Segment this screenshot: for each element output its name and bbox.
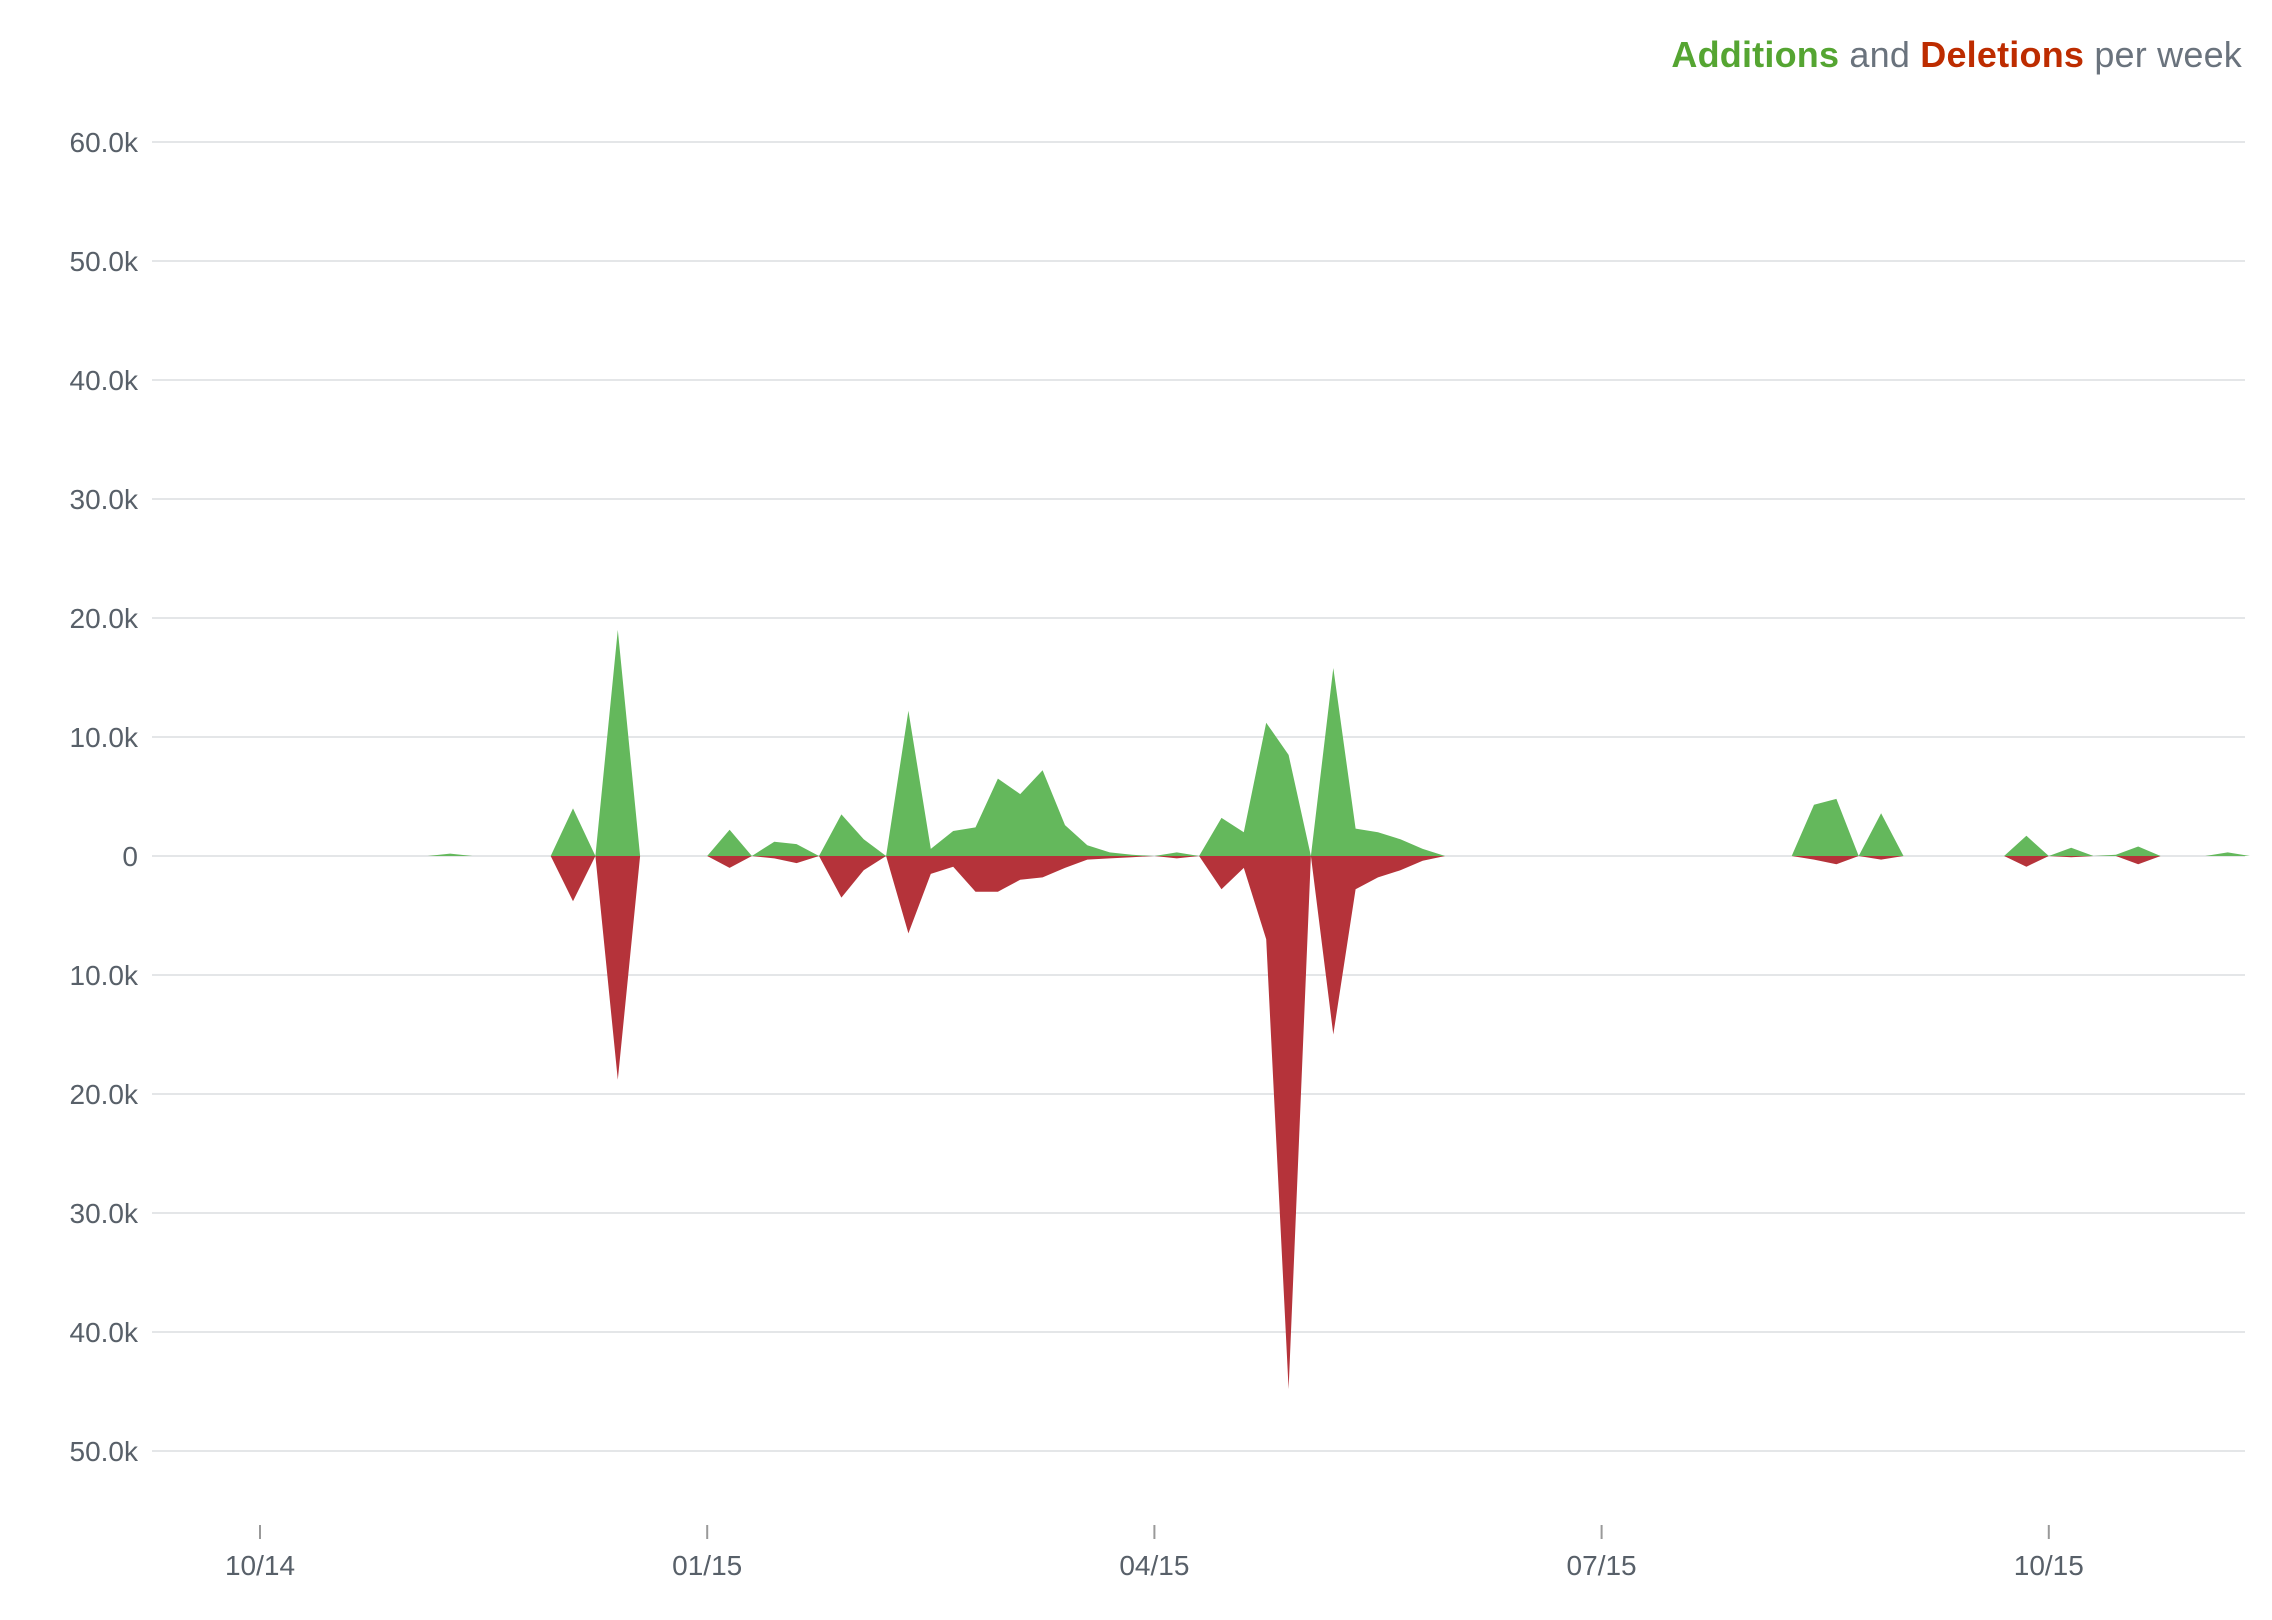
y-tick-label: 20.0k: [70, 603, 139, 634]
y-tick-label: 60.0k: [70, 127, 139, 158]
additions-area: [0, 629, 2272, 856]
grid-layer: [152, 141, 2245, 1452]
x-tick-label: 10/14: [225, 1550, 295, 1581]
title-suffix-text: per week: [2094, 34, 2242, 75]
x-tick-label: 10/15: [2014, 1550, 2084, 1581]
x-axis: 10/1401/1504/1507/1510/1501/1604/1607/16…: [225, 1525, 2084, 1581]
x-tick-label: 04/15: [1119, 1550, 1189, 1581]
y-tick-label: 20.0k: [70, 1079, 139, 1110]
y-tick-label: 40.0k: [70, 1317, 139, 1348]
y-tick-label: 10.0k: [70, 960, 139, 991]
y-tick-label: 30.0k: [70, 1198, 139, 1229]
y-axis: 60.0k 50.0k 40.0k 30.0k 20.0k 10.0k 0 10.0k 20.0…: [70, 127, 139, 1467]
y-tick-label: 10.0k: [70, 722, 139, 753]
y-tick-label: 50.0k: [70, 1436, 139, 1467]
y-tick-label: 50.0k: [70, 246, 139, 277]
y-tick-label: 40.0k: [70, 365, 139, 396]
additions-legend-label: Additions: [1671, 34, 1840, 75]
deletions-legend-label: Deletions: [1920, 34, 2085, 75]
deletions-area: [0, 856, 2272, 1390]
x-tick-label: 07/15: [1567, 1550, 1637, 1581]
series-layer: [0, 629, 2272, 1390]
chart-title: Additions and Deletions per week: [1671, 34, 2242, 76]
title-and-text: and: [1849, 34, 1911, 75]
y-tick-label: 30.0k: [70, 484, 139, 515]
y-tick-label: 0: [122, 841, 138, 872]
x-tick-label: 01/15: [672, 1550, 742, 1581]
